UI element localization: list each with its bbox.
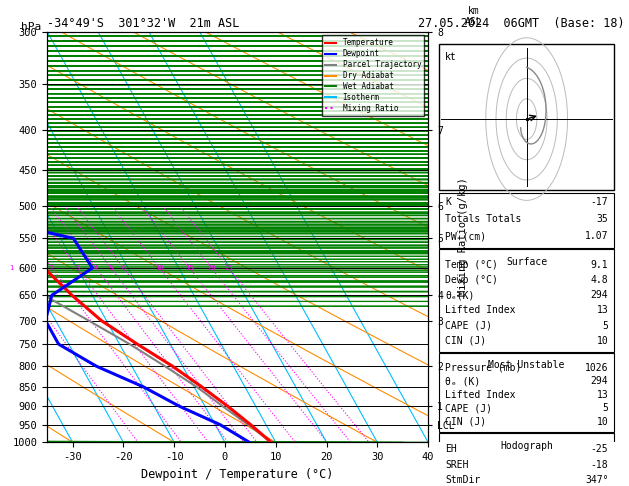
X-axis label: Dewpoint / Temperature (°C): Dewpoint / Temperature (°C) xyxy=(142,468,334,481)
Text: CIN (J): CIN (J) xyxy=(445,336,486,346)
Text: Totals Totals: Totals Totals xyxy=(445,214,521,224)
Text: 1: 1 xyxy=(9,265,13,271)
Text: 25: 25 xyxy=(225,265,233,271)
Text: Pressure (mb): Pressure (mb) xyxy=(445,363,521,373)
Text: 35: 35 xyxy=(597,214,608,224)
Text: EH: EH xyxy=(445,444,457,454)
Y-axis label: Mixing Ratio (g/kg): Mixing Ratio (g/kg) xyxy=(457,177,467,296)
Text: -25: -25 xyxy=(591,444,608,454)
Text: 15: 15 xyxy=(186,265,194,271)
Text: CAPE (J): CAPE (J) xyxy=(445,321,492,330)
Text: 9.1: 9.1 xyxy=(591,260,608,270)
Text: θₑ (K): θₑ (K) xyxy=(445,376,480,386)
Text: 1026: 1026 xyxy=(585,363,608,373)
Text: 347°: 347° xyxy=(585,475,608,485)
Text: -18: -18 xyxy=(591,460,608,469)
Text: Lifted Index: Lifted Index xyxy=(445,305,515,315)
Text: 5: 5 xyxy=(109,265,113,271)
Bar xyxy=(439,433,614,486)
Bar xyxy=(439,44,614,190)
Bar xyxy=(439,353,614,432)
Text: -17: -17 xyxy=(591,197,608,207)
Text: 10: 10 xyxy=(597,417,608,427)
Text: Surface: Surface xyxy=(506,257,547,267)
Text: 2: 2 xyxy=(50,265,54,271)
Text: 3: 3 xyxy=(75,265,80,271)
Text: CIN (J): CIN (J) xyxy=(445,417,486,427)
Text: 294: 294 xyxy=(591,290,608,300)
Text: 10: 10 xyxy=(597,336,608,346)
Text: -34°49'S  301°32'W  21m ASL: -34°49'S 301°32'W 21m ASL xyxy=(47,17,240,30)
Bar xyxy=(439,193,614,248)
Text: Most Unstable: Most Unstable xyxy=(489,360,565,370)
Text: K: K xyxy=(445,197,451,207)
Text: 27.05.2024  06GMT  (Base: 18): 27.05.2024 06GMT (Base: 18) xyxy=(418,17,625,30)
Text: km
ASL: km ASL xyxy=(465,6,482,28)
Text: 10: 10 xyxy=(155,265,164,271)
Text: SREH: SREH xyxy=(445,460,469,469)
Text: Hodograph: Hodograph xyxy=(500,441,553,451)
Text: Lifted Index: Lifted Index xyxy=(445,390,515,399)
Text: kt: kt xyxy=(445,52,457,62)
Text: StmDir: StmDir xyxy=(445,475,480,485)
Text: Temp (°C): Temp (°C) xyxy=(445,260,498,270)
Text: PW (cm): PW (cm) xyxy=(445,231,486,241)
Text: 6: 6 xyxy=(121,265,126,271)
Text: 4.8: 4.8 xyxy=(591,275,608,285)
Text: 4: 4 xyxy=(94,265,98,271)
Text: θₑ(K): θₑ(K) xyxy=(445,290,474,300)
Text: 1.07: 1.07 xyxy=(585,231,608,241)
Text: 20: 20 xyxy=(207,265,216,271)
Text: 13: 13 xyxy=(597,390,608,399)
Text: 5: 5 xyxy=(603,403,608,413)
Text: hPa: hPa xyxy=(21,21,41,32)
Text: 294: 294 xyxy=(591,376,608,386)
Text: 5: 5 xyxy=(603,321,608,330)
Legend: Temperature, Dewpoint, Parcel Trajectory, Dry Adiabat, Wet Adiabat, Isotherm, Mi: Temperature, Dewpoint, Parcel Trajectory… xyxy=(322,35,425,116)
Text: 13: 13 xyxy=(597,305,608,315)
Bar xyxy=(439,249,614,352)
Text: Dewp (°C): Dewp (°C) xyxy=(445,275,498,285)
Text: CAPE (J): CAPE (J) xyxy=(445,403,492,413)
